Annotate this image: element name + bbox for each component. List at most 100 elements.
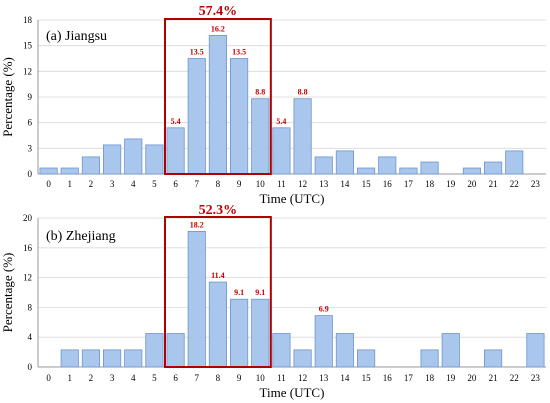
bar bbox=[103, 349, 122, 368]
bar bbox=[484, 349, 503, 368]
x-tick-label: 12 bbox=[298, 373, 307, 383]
bar bbox=[272, 333, 291, 368]
x-tick-label: 6 bbox=[173, 373, 178, 383]
x-tick-label: 19 bbox=[446, 373, 456, 383]
x-tick-label: 0 bbox=[46, 373, 51, 383]
x-tick-label: 13 bbox=[319, 373, 329, 383]
y-tick-label: 12 bbox=[23, 66, 32, 76]
x-tick-label: 17 bbox=[404, 179, 414, 189]
data-label: 16.2 bbox=[211, 24, 225, 33]
x-axis-title: Time (UTC) bbox=[260, 191, 325, 206]
bar bbox=[420, 349, 439, 368]
x-tick-label: 8 bbox=[216, 179, 221, 189]
bar bbox=[293, 98, 312, 175]
x-tick-label: 5 bbox=[152, 373, 157, 383]
y-axis-title: Percentage (%) bbox=[0, 253, 15, 333]
x-tick-label: 23 bbox=[531, 373, 541, 383]
x-tick-label: 9 bbox=[237, 179, 242, 189]
x-tick-label: 6 bbox=[173, 179, 178, 189]
x-tick-label: 16 bbox=[383, 179, 393, 189]
bar bbox=[60, 349, 79, 368]
y-tick-label: 3 bbox=[28, 143, 33, 153]
data-label: 6.9 bbox=[319, 305, 329, 314]
data-label: 13.5 bbox=[190, 48, 204, 57]
x-tick-label: 14 bbox=[340, 179, 350, 189]
y-tick-label: 16 bbox=[23, 243, 33, 253]
y-axis-title: Percentage (%) bbox=[0, 57, 15, 137]
x-tick-label: 3 bbox=[110, 373, 115, 383]
x-tick-label: 17 bbox=[404, 373, 414, 383]
bar bbox=[230, 58, 249, 175]
highlight-percentage: 57.4% bbox=[199, 4, 238, 19]
x-tick-label: 14 bbox=[340, 373, 350, 383]
bar bbox=[124, 349, 143, 368]
x-tick-label: 19 bbox=[446, 179, 456, 189]
bar bbox=[526, 333, 545, 368]
bar bbox=[357, 349, 376, 368]
x-tick-label: 21 bbox=[489, 179, 498, 189]
x-tick-label: 15 bbox=[362, 373, 372, 383]
data-label: 11.4 bbox=[211, 271, 225, 280]
bar bbox=[145, 333, 164, 368]
bar bbox=[251, 98, 270, 175]
bar bbox=[166, 333, 185, 368]
bar bbox=[293, 349, 312, 368]
bar bbox=[335, 150, 354, 175]
panel-label: (b) Zhejiang bbox=[46, 229, 116, 244]
x-tick-label: 1 bbox=[68, 373, 73, 383]
y-tick-label: 15 bbox=[23, 41, 33, 51]
x-tick-label: 7 bbox=[195, 373, 200, 383]
y-tick-label: 0 bbox=[28, 362, 33, 372]
x-tick-label: 20 bbox=[467, 373, 477, 383]
bar bbox=[335, 333, 354, 368]
x-tick-label: 18 bbox=[425, 179, 435, 189]
x-tick-label: 12 bbox=[298, 179, 307, 189]
x-tick-label: 4 bbox=[131, 179, 136, 189]
x-tick-label: 2 bbox=[89, 373, 94, 383]
data-label: 9.1 bbox=[234, 288, 244, 297]
data-label: 9.1 bbox=[255, 288, 265, 297]
data-label: 13.5 bbox=[232, 48, 246, 57]
bar bbox=[505, 150, 524, 175]
bar bbox=[441, 333, 460, 368]
bar bbox=[484, 161, 503, 175]
bar bbox=[272, 127, 291, 175]
bar bbox=[230, 298, 249, 368]
bar bbox=[420, 161, 439, 175]
bar bbox=[39, 167, 58, 175]
bar bbox=[314, 156, 333, 175]
highlight-box bbox=[164, 18, 272, 175]
x-tick-label: 5 bbox=[152, 179, 157, 189]
bar bbox=[357, 167, 376, 175]
highlight-box bbox=[164, 216, 272, 368]
data-label: 8.8 bbox=[298, 88, 308, 97]
bar bbox=[378, 156, 397, 175]
bar bbox=[314, 315, 333, 368]
x-tick-label: 11 bbox=[277, 179, 286, 189]
bar bbox=[208, 281, 227, 368]
x-tick-label: 4 bbox=[131, 373, 136, 383]
x-tick-label: 2 bbox=[89, 179, 94, 189]
x-tick-label: 22 bbox=[510, 373, 519, 383]
data-label: 5.4 bbox=[171, 117, 181, 126]
x-tick-label: 7 bbox=[195, 179, 200, 189]
y-tick-label: 6 bbox=[28, 118, 33, 128]
bar bbox=[462, 167, 481, 175]
data-label: 8.8 bbox=[255, 88, 265, 97]
x-tick-label: 16 bbox=[383, 373, 393, 383]
y-tick-label: 12 bbox=[23, 273, 32, 283]
x-tick-label: 1 bbox=[68, 179, 73, 189]
bar bbox=[187, 58, 206, 175]
x-tick-label: 23 bbox=[531, 179, 541, 189]
bar bbox=[251, 298, 270, 368]
bar bbox=[81, 156, 100, 175]
y-tick-label: 4 bbox=[28, 332, 33, 342]
x-tick-label: 21 bbox=[489, 373, 498, 383]
y-tick-label: 20 bbox=[23, 213, 33, 223]
x-tick-label: 20 bbox=[467, 179, 477, 189]
data-label: 18.2 bbox=[190, 220, 204, 229]
y-tick-label: 9 bbox=[28, 92, 33, 102]
bar bbox=[60, 167, 79, 175]
